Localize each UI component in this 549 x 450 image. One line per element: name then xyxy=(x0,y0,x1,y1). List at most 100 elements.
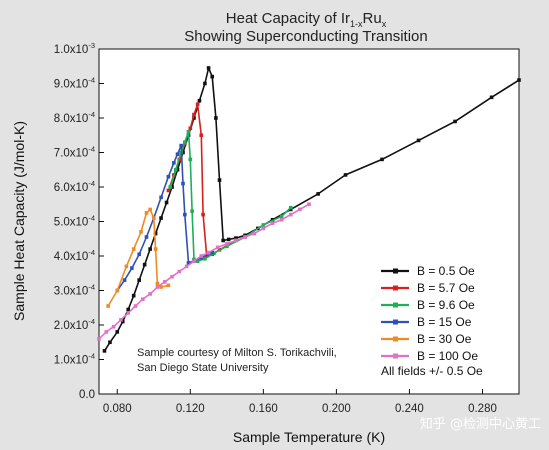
data-point xyxy=(214,116,218,120)
data-point xyxy=(288,205,293,210)
legend-item-label: B = 100 Oe xyxy=(417,349,478,363)
data-point xyxy=(270,221,275,226)
data-point xyxy=(173,167,178,172)
x-tick-label: 0.080 xyxy=(103,403,132,415)
data-point xyxy=(137,252,141,257)
legend-swatch-marker xyxy=(393,302,398,308)
data-point xyxy=(343,173,348,177)
legend-swatch-marker xyxy=(393,336,398,342)
legend-item-label: B = 0.5 Oe xyxy=(417,264,475,278)
series-5 xyxy=(106,207,171,308)
legend-note: All fields +/- 0.5 Oe xyxy=(381,364,483,378)
data-point xyxy=(175,167,180,172)
data-point xyxy=(170,274,174,279)
annotation-line2: San Diego State University xyxy=(137,362,269,374)
data-point xyxy=(142,262,147,267)
data-point xyxy=(243,235,247,239)
x-tick-label: 0.200 xyxy=(322,403,351,415)
data-point xyxy=(188,157,193,162)
data-point xyxy=(217,178,222,182)
data-point xyxy=(106,304,110,308)
data-point xyxy=(234,236,238,240)
y-tick-label: 8.0x10-4 xyxy=(54,110,95,125)
data-point xyxy=(212,251,216,256)
data-point xyxy=(261,223,266,227)
y-tick-label: 4.0x10-4 xyxy=(54,248,95,263)
data-point xyxy=(155,281,160,286)
data-point xyxy=(155,285,160,289)
x-tick-label: 0.280 xyxy=(468,403,497,415)
x-tick-label: 0.160 xyxy=(249,403,278,415)
data-point xyxy=(298,207,302,212)
data-point xyxy=(197,98,202,103)
data-point xyxy=(203,81,207,86)
data-point xyxy=(122,278,127,282)
data-point xyxy=(133,304,138,308)
data-point xyxy=(192,259,196,263)
data-point xyxy=(221,238,225,243)
y-tick-label: 1.0x10-4 xyxy=(54,352,95,367)
data-point xyxy=(203,256,207,261)
data-point xyxy=(172,161,176,165)
data-point xyxy=(179,143,183,148)
data-point xyxy=(225,244,229,249)
legend-item-label: B = 5.7 Oe xyxy=(417,281,475,295)
data-point xyxy=(186,130,191,134)
legend-swatch-marker xyxy=(393,285,398,291)
data-point xyxy=(97,337,101,341)
watermark-text: 知乎 @检测中心黄工 xyxy=(420,416,541,432)
data-point xyxy=(126,311,131,315)
data-point xyxy=(186,261,191,265)
data-point xyxy=(115,288,120,293)
data-point xyxy=(137,278,141,282)
data-point xyxy=(170,185,174,189)
data-point xyxy=(195,259,200,263)
data-point xyxy=(210,74,215,79)
chart-title-line2: Showing Superconducting Transition xyxy=(184,28,428,45)
data-point xyxy=(199,133,204,138)
data-point xyxy=(453,119,457,124)
data-point xyxy=(164,200,169,205)
data-point xyxy=(139,230,143,234)
y-tick-label: 7.0x10-4 xyxy=(54,145,95,160)
series-6 xyxy=(97,202,311,341)
x-tick-label: 0.240 xyxy=(395,403,424,415)
y-tick-label: 0.0 xyxy=(79,389,95,401)
data-point xyxy=(151,216,156,220)
data-point xyxy=(108,340,112,345)
data-point xyxy=(141,297,145,301)
data-point xyxy=(199,254,204,258)
data-point xyxy=(261,226,266,231)
y-tick-label: 6.0x10-4 xyxy=(54,179,95,194)
data-point xyxy=(188,126,193,131)
data-point xyxy=(166,283,171,288)
data-point xyxy=(215,245,220,250)
data-point xyxy=(206,66,211,70)
data-point xyxy=(288,212,293,217)
data-point xyxy=(190,209,194,213)
legend-swatch-marker xyxy=(393,319,398,325)
data-point xyxy=(148,247,152,251)
data-point xyxy=(307,202,311,207)
data-point xyxy=(144,211,149,215)
data-point xyxy=(226,237,231,242)
data-point xyxy=(234,238,238,243)
data-point xyxy=(111,324,116,329)
data-point xyxy=(166,174,171,179)
data-point xyxy=(131,247,136,251)
chart-title-line1: Heat Capacity of Ir1-xRux xyxy=(226,10,387,29)
y-tick-label: 2.0x10-4 xyxy=(54,317,95,332)
data-point xyxy=(206,250,211,255)
data-point xyxy=(192,112,196,117)
data-point xyxy=(210,250,215,255)
data-point xyxy=(159,285,163,289)
data-point xyxy=(192,116,196,120)
data-point xyxy=(380,157,384,162)
y-tick-label: 1.0x10-3 xyxy=(54,41,95,56)
x-axis-label: Sample Temperature (K) xyxy=(233,429,385,445)
y-tick-label: 5.0x10-4 xyxy=(54,214,95,229)
data-point xyxy=(279,214,284,219)
data-point xyxy=(489,95,494,100)
data-point xyxy=(175,152,180,157)
data-point xyxy=(153,231,158,236)
